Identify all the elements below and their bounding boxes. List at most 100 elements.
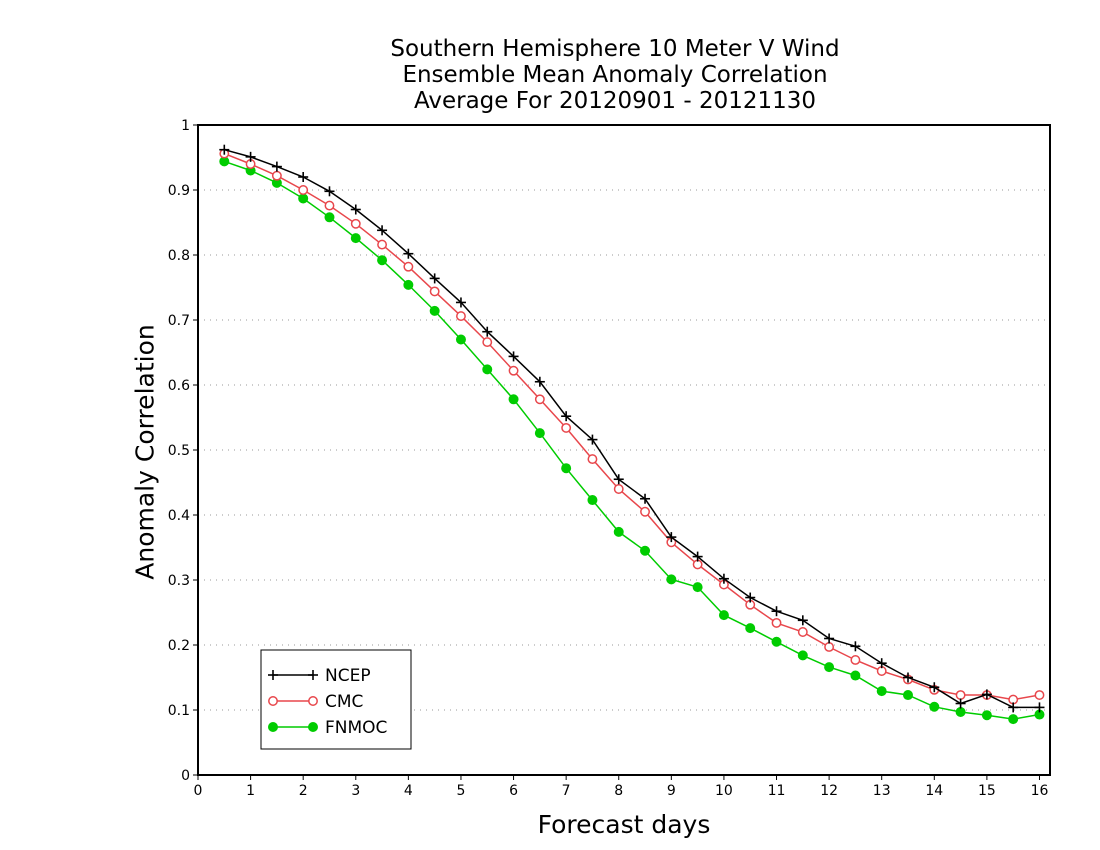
x-tick-label-0: 0 xyxy=(194,783,203,799)
series-fnmoc xyxy=(219,156,1045,725)
chart-title-line-2: Ensemble Mean Anomaly Correlation xyxy=(402,62,828,88)
series-cmc-point-8 xyxy=(429,286,440,297)
x-tick-label-14: 14 xyxy=(925,783,943,799)
series-fnmoc-point-30 xyxy=(1008,714,1019,725)
x-tick-label-8: 8 xyxy=(614,783,623,799)
y-tick-label-5: 0.5 xyxy=(168,443,190,459)
series-fnmoc-point-23 xyxy=(824,662,835,673)
series-ncep xyxy=(219,144,1045,713)
series-cmc-point-16 xyxy=(640,506,650,517)
series-ncep-point-22 xyxy=(797,615,808,626)
series-fnmoc-point-12 xyxy=(534,428,545,439)
series-fnmoc-point-14 xyxy=(587,495,598,506)
series-ncep-point-18 xyxy=(692,551,703,562)
series-fnmoc-point-10 xyxy=(482,364,493,375)
series-ncep-point-13 xyxy=(561,411,572,422)
series-ncep-point-10 xyxy=(482,326,493,337)
chart-title-line-1: Southern Hemisphere 10 Meter V Wind xyxy=(390,36,840,62)
series-ncep-point-3 xyxy=(298,172,309,182)
series-ncep-point-8 xyxy=(429,273,440,284)
legend-item-fnmoc: FNMOC xyxy=(268,718,387,738)
series-cmc-point-24 xyxy=(850,655,861,665)
series-ncep-point-25 xyxy=(876,658,887,669)
series-ncep-point-19 xyxy=(718,573,729,584)
series-ncep-point-24 xyxy=(850,641,861,652)
series-cmc-point-7 xyxy=(403,261,414,272)
series-ncep-point-31 xyxy=(1034,702,1045,713)
y-tick-label-3: 0.3 xyxy=(168,573,190,589)
legend-marker-right-cmc xyxy=(308,696,318,706)
series-fnmoc-point-26 xyxy=(903,690,913,701)
legend-marker-left-fnmoc xyxy=(268,722,278,732)
series-cmc-point-5 xyxy=(350,218,361,229)
legend-label-fnmoc: FNMOC xyxy=(325,718,387,738)
series-fnmoc-point-13 xyxy=(561,463,572,474)
series-fnmoc-line xyxy=(224,160,1040,720)
series-fnmoc-point-21 xyxy=(771,636,782,647)
series-cmc-point-9 xyxy=(456,311,466,322)
series-ncep-point-30 xyxy=(1008,702,1019,713)
series-ncep-point-6 xyxy=(377,225,388,236)
series-ncep-point-20 xyxy=(745,592,756,603)
series-ncep-point-7 xyxy=(403,248,414,259)
legend-marker-right-ncep xyxy=(308,670,318,680)
series-ncep-point-0 xyxy=(219,144,230,155)
series-ncep-point-23 xyxy=(824,633,835,644)
legend-box xyxy=(260,649,412,750)
series-fnmoc-point-18 xyxy=(692,582,703,593)
series-fnmoc-point-3 xyxy=(298,193,309,204)
series-cmc-point-21 xyxy=(771,617,782,628)
y-tick-label-1: 0.1 xyxy=(168,703,190,719)
series-fnmoc-point-24 xyxy=(850,670,861,681)
x-tick-label-3: 3 xyxy=(351,783,360,799)
x-tick-label-2: 2 xyxy=(299,783,308,799)
series-fnmoc-point-28 xyxy=(955,706,966,717)
series-ncep-point-17 xyxy=(666,532,677,543)
series-cmc-point-10 xyxy=(482,337,493,348)
series-fnmoc-point-4 xyxy=(324,212,335,223)
series-fnmoc-point-16 xyxy=(640,545,651,556)
x-tick-label-11: 11 xyxy=(768,783,786,799)
y-tick-label-6: 0.6 xyxy=(168,378,190,394)
series-fnmoc-point-5 xyxy=(350,233,361,244)
series-ncep-point-28 xyxy=(955,698,966,709)
series-fnmoc-point-20 xyxy=(745,623,756,634)
series-cmc-point-13 xyxy=(561,422,572,433)
series-fnmoc-point-6 xyxy=(377,255,388,266)
series-fnmoc-point-7 xyxy=(403,279,414,290)
series-cmc-point-28 xyxy=(955,690,966,700)
series-fnmoc-point-19 xyxy=(718,610,729,621)
legend-item-ncep: NCEP xyxy=(268,666,371,686)
y-tick-label-8: 0.8 xyxy=(168,248,190,264)
x-tick-label-10: 10 xyxy=(715,783,733,799)
legend: NCEP CMC FNMOC xyxy=(260,649,412,750)
x-axis-label: Forecast days xyxy=(537,810,711,839)
series-cmc-point-23 xyxy=(824,642,835,652)
series-ncep-point-21 xyxy=(771,606,782,617)
series-cmc-point-6 xyxy=(377,239,388,250)
legend-marker-left-cmc xyxy=(268,696,278,706)
series-ncep-point-11 xyxy=(508,351,519,362)
legend-item-cmc: CMC xyxy=(268,692,363,712)
y-tick-label-9: 0.9 xyxy=(168,183,190,199)
series-ncep-point-15 xyxy=(613,474,624,485)
series-cmc-point-31 xyxy=(1034,690,1045,700)
legend-label-ncep: NCEP xyxy=(325,666,371,686)
y-axis-label: Anomaly Correlation xyxy=(130,324,160,580)
series-ncep-point-5 xyxy=(350,204,361,215)
series-fnmoc-point-9 xyxy=(455,334,466,345)
series-fnmoc-point-27 xyxy=(929,701,940,712)
series-cmc-point-3 xyxy=(298,185,309,195)
x-tick-label-1: 1 xyxy=(246,783,255,799)
series-ncep-point-29 xyxy=(981,689,992,700)
series-fnmoc-point-29 xyxy=(981,710,992,721)
series-fnmoc-point-8 xyxy=(429,305,440,316)
y-tick-label-2: 0.2 xyxy=(168,638,190,654)
legend-marker-right-fnmoc xyxy=(308,722,318,732)
series-cmc-point-4 xyxy=(324,200,335,211)
series-cmc-point-12 xyxy=(534,394,545,405)
series-ncep-point-12 xyxy=(534,376,545,387)
series-cmc-point-22 xyxy=(797,627,808,637)
series-ncep-point-1 xyxy=(245,151,256,162)
series-cmc-point-15 xyxy=(613,484,624,494)
